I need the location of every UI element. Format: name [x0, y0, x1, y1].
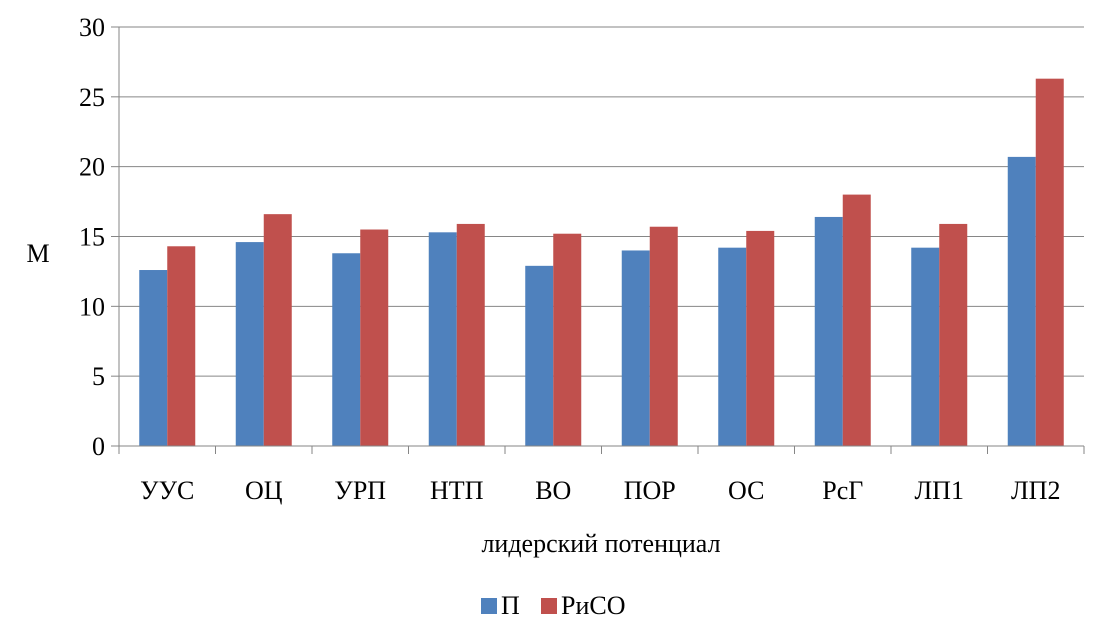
legend-swatch-П [481, 598, 497, 614]
bar-П-ЛП1 [911, 247, 940, 446]
y-tick-label: 30 [79, 13, 105, 42]
bar-П-ВО [525, 265, 554, 446]
x-tick-label: ВО [535, 476, 571, 505]
bar-РиСО-ЛП2 [1035, 78, 1064, 446]
bar-РиСО-НТП [456, 223, 485, 446]
bar-П-ЛП2 [1007, 156, 1036, 446]
bar-П-УУС [139, 270, 168, 446]
bar-РиСО-РсГ [842, 194, 871, 446]
y-axis-label: М [26, 239, 49, 268]
legend-label: РиСО [561, 591, 626, 620]
bar-П-ОЦ [235, 242, 264, 446]
bars [139, 78, 1064, 446]
bar-РиСО-ПОР [649, 226, 678, 446]
y-tick-label: 25 [79, 83, 105, 112]
bar-П-ОС [718, 247, 747, 446]
x-tick-label: ЛП1 [915, 476, 964, 505]
x-tick-label: НТП [430, 476, 484, 505]
y-tick-labels: 0 5 10 15 20 25 30 [79, 13, 105, 461]
bar-РиСО-ОЦ [263, 214, 292, 446]
x-tick-label: РсГ [822, 476, 863, 505]
bar-П-УРП [332, 253, 361, 446]
y-tick-label: 20 [79, 153, 105, 182]
legend-label: П [501, 591, 520, 620]
x-axis-label: лидерский потенциал [481, 529, 720, 558]
bar-РиСО-УУС [167, 246, 196, 446]
legend-swatch-РиСО [541, 598, 557, 614]
bar-РиСО-ЛП1 [939, 223, 968, 446]
x-tick-label: ОЦ [245, 476, 283, 505]
legend: П РиСО [481, 591, 626, 620]
axes [111, 26, 1085, 454]
bar-П-РсГ [814, 216, 843, 446]
x-tick-label: ПОР [624, 476, 676, 505]
bar-РиСО-УРП [360, 229, 389, 446]
x-tick-label: ОС [728, 476, 764, 505]
bar-П-ПОР [621, 250, 650, 446]
y-tick-label: 5 [92, 362, 105, 391]
bar-РиСО-ВО [553, 233, 582, 446]
y-tick-label: 10 [79, 292, 105, 321]
x-tick-label: ЛП2 [1011, 476, 1060, 505]
bar-П-НТП [428, 232, 457, 446]
x-tick-label: УУС [140, 476, 194, 505]
x-tick-label: УРП [334, 476, 386, 505]
x-tick-labels: УУС ОЦ УРП НТП ВО ПОР ОС РсГ ЛП1 ЛП2 [140, 476, 1060, 505]
y-tick-label: 15 [79, 223, 105, 252]
bar-РиСО-ОС [746, 230, 775, 446]
y-tick-label: 0 [92, 432, 105, 461]
